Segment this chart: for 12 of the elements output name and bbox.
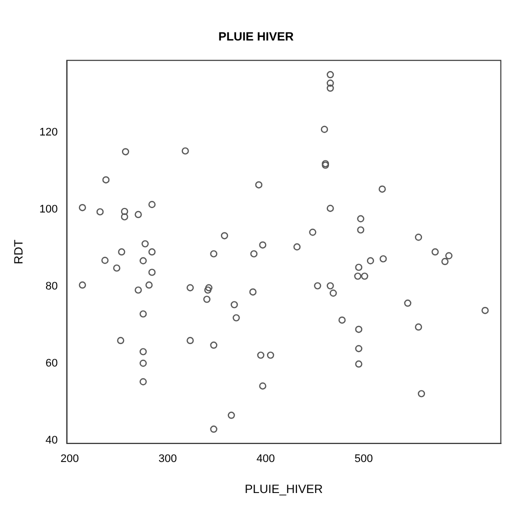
y-tick-label: 100 [39, 204, 58, 216]
y-axis-title: RDT [12, 238, 26, 264]
y-tick-label: 120 [39, 126, 58, 138]
x-tick-label: 400 [256, 453, 275, 466]
x-tick-label: 500 [354, 453, 373, 466]
x-tick-label: 200 [60, 453, 79, 466]
x-tick-label: 300 [158, 453, 177, 466]
y-tick-label: 40 [46, 434, 58, 447]
y-tick-label: 80 [46, 280, 58, 293]
y-tick-label: 60 [46, 358, 58, 370]
x-axis-title: PLUIE_HIVER [244, 482, 324, 496]
chart-title: PLUIE HIVER [218, 30, 294, 44]
